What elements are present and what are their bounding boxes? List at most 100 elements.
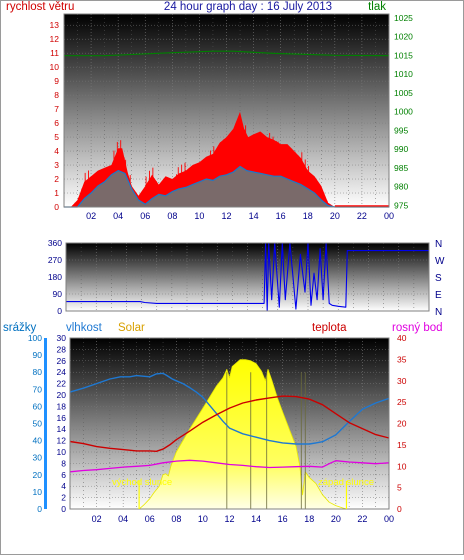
compass-label: E	[435, 290, 442, 301]
humidity-tick-label: 4	[61, 481, 66, 491]
direction-tick-label: 360	[48, 238, 62, 248]
pressure-tick-label: 990	[394, 144, 408, 154]
rain-tick-label: 100	[28, 333, 42, 343]
wind-tick-label: 1	[54, 188, 59, 198]
x-tick-label: 18	[304, 514, 314, 524]
humidity-tick-label: 8	[61, 458, 66, 468]
temperature-tick-label: 20	[397, 419, 407, 429]
temperature-tick-label: 25	[397, 397, 407, 407]
humidity-tick-label: 12	[57, 436, 67, 446]
pressure-tick-label: 980	[394, 182, 408, 192]
x-tick-label: 04	[118, 514, 128, 524]
x-tick-label: 16	[276, 211, 286, 221]
temperature-tick-label: 10	[397, 461, 407, 471]
wind-plot-border	[63, 13, 390, 208]
humidity-tick-label: 16	[57, 413, 67, 423]
rain-label: srážky	[3, 322, 36, 334]
x-tick-label: 14	[249, 211, 259, 221]
solar-label: Solar	[118, 322, 145, 334]
dewpoint-label: rosný bod	[392, 322, 443, 334]
x-tick-label: 02	[86, 211, 96, 221]
humidity-tick-label: 10	[57, 447, 67, 457]
wind-tick-label: 5	[54, 132, 59, 142]
x-tick-label: 22	[357, 514, 367, 524]
wind-tick-label: 10	[50, 62, 60, 72]
temp-plot-lines	[69, 372, 390, 473]
pressure-tick-label: 1000	[394, 107, 413, 117]
rain-tick-label: 10	[33, 487, 43, 497]
wind-tick-label: 3	[54, 160, 59, 170]
x-tick-label: 08	[171, 514, 181, 524]
humidity-tick-label: 26	[57, 356, 67, 366]
rain-tick-label: 70	[33, 384, 43, 394]
x-tick-label: 02	[92, 514, 102, 524]
pressure-tick-label: 995	[394, 125, 408, 135]
x-tick-label: 06	[140, 211, 150, 221]
sun-markers	[138, 481, 348, 509]
temperature-tick-label: 40	[397, 333, 407, 343]
rain-tick-label: 40	[33, 436, 43, 446]
x-tick-label: 06	[145, 514, 155, 524]
direction-tick-label: 270	[48, 255, 62, 265]
rain-tick-label: 50	[33, 419, 43, 429]
rain-axis-bar	[44, 338, 47, 509]
rain-tick-label: 30	[33, 453, 43, 463]
humidity-label: vlhkost	[66, 322, 103, 334]
wind-tick-label: 9	[54, 76, 59, 86]
pressure-line	[64, 50, 390, 57]
x-tick-label: 14	[251, 514, 261, 524]
wind-average-area	[64, 166, 389, 207]
x-tick-label: 18	[303, 211, 313, 221]
humidity-tick-label: 24	[57, 367, 67, 377]
direction-plot-border	[65, 242, 430, 312]
wind-time-axis: 02 04 06 08 10 12 14 16 18 20 22 00	[86, 211, 394, 221]
wind-tick-label: 12	[50, 34, 60, 44]
compass-label: S	[435, 273, 442, 284]
wind-average-line	[64, 165, 389, 208]
x-tick-label: 04	[113, 211, 123, 221]
rain-tick-label: 60	[33, 401, 43, 411]
compass-label: N	[435, 307, 442, 318]
humidity-tick-label: 18	[57, 401, 67, 411]
direction-tick-label: 180	[48, 272, 62, 282]
direction-tick-label: 90	[53, 289, 63, 299]
humidity-tick-label: 0	[61, 504, 66, 514]
pressure-tick-label: 1015	[394, 50, 413, 60]
humidity-tick-label: 20	[57, 390, 67, 400]
compass-label: W	[435, 256, 445, 267]
x-tick-label: 12	[224, 514, 234, 524]
wind-tick-label: 7	[54, 104, 59, 114]
humidity-tick-label: 30	[57, 333, 67, 343]
solar-outline	[138, 359, 347, 510]
humidity-tick-label: 28	[57, 344, 67, 354]
temperature-line	[69, 395, 390, 452]
temp-plot-border	[69, 337, 390, 510]
humidity-tick-label: 22	[57, 379, 67, 389]
pressure-label: tlak	[368, 1, 386, 13]
rain-tick-label: 0	[37, 504, 42, 514]
temperature-tick-label: 5	[397, 483, 402, 493]
pressure-tick-label: 1020	[394, 32, 413, 42]
wind-tick-label: 2	[54, 174, 59, 184]
x-tick-label: 22	[357, 211, 367, 221]
wind-tick-label: 4	[54, 146, 59, 156]
humidity-tick-label: 14	[57, 424, 67, 434]
temperature-tick-label: 30	[397, 376, 407, 386]
humidity-tick-label: 2	[61, 493, 66, 503]
pressure-tick-label: 1025	[394, 13, 413, 23]
x-tick-label: 16	[278, 514, 288, 524]
temperature-tick-label: 0	[397, 504, 402, 514]
temperature-label: teplota	[312, 322, 347, 334]
wind-tick-label: 6	[54, 118, 59, 128]
sunset-label: západ slunce	[318, 477, 374, 488]
wind-speed-label: rychlost větru	[6, 1, 74, 13]
rain-tick-label: 80	[33, 367, 43, 377]
temperature-tick-label: 15	[397, 440, 407, 450]
